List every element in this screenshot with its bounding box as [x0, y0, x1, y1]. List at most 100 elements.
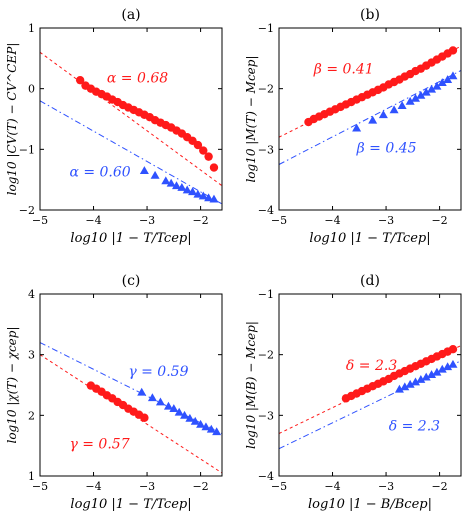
- y-axis-label: log10 |M(B) − Mcep|: [244, 321, 258, 449]
- y-tick-label: 4: [28, 288, 35, 301]
- data-point: [196, 419, 206, 428]
- panel-2: −5 −4 −3 −2−4−3−2−1(b)log10 |1 − T/Tcep|log…: [244, 7, 462, 246]
- exponent-annotation-blue: δ = 2.3: [389, 419, 440, 435]
- y-tick-label: 3: [28, 349, 35, 362]
- data-point: [75, 75, 85, 85]
- x-tick-label: −3: [139, 480, 155, 493]
- exponent-annotation-red: δ = 2.3: [346, 358, 397, 374]
- x-tick-label: −2: [431, 480, 447, 493]
- data-point: [389, 105, 399, 114]
- data-point: [137, 387, 147, 396]
- data-point: [397, 101, 407, 110]
- data-point: [199, 146, 208, 155]
- data-point: [169, 404, 179, 413]
- data-point: [448, 345, 458, 354]
- x-axis-label: log10 |1 − T/Tcep|: [70, 231, 191, 246]
- y-tick-label: −2: [19, 204, 35, 217]
- data-point: [437, 78, 447, 86]
- x-tick-label: −3: [139, 214, 155, 227]
- data-point: [416, 375, 426, 383]
- panel-label: (c): [122, 273, 141, 289]
- data-point: [206, 424, 216, 433]
- data-point: [150, 170, 160, 179]
- y-tick-label: 1: [28, 22, 35, 35]
- x-tick-label: −5: [271, 480, 287, 493]
- x-tick-label: −3: [378, 214, 394, 227]
- x-axis-label: log10 |1 − T/Tcep|: [70, 497, 191, 512]
- panel-1: −5 −4 −3 −2 −2 −1 0 1 (a) log10 |1 − T/Tcep| log10…: [5, 7, 223, 246]
- exponent-annotation-blue: β = 0.45: [356, 140, 417, 156]
- panel-label: (b): [360, 7, 380, 23]
- data-point: [427, 370, 437, 379]
- series-blue: [394, 359, 458, 393]
- panel-4: −5 −4 −3 −2−4−3−2−1(d)log10 |1 − B/Bcep|log…: [244, 273, 462, 512]
- data-point: [209, 194, 219, 203]
- y-tick-label: 0: [28, 83, 35, 96]
- x-tick-label: −2: [192, 214, 208, 227]
- series-red: [75, 75, 219, 172]
- exponent-annotation-red: γ = 0.57: [69, 437, 129, 453]
- y-axis-label: log10 |M(T) − Mcep|: [244, 55, 258, 182]
- y-tick-label: −1: [19, 143, 35, 156]
- y-tick-label: −3: [258, 409, 274, 422]
- y-axis-label: log10 |CV(T) − CV^CEP|: [5, 43, 19, 196]
- data-point: [209, 163, 219, 172]
- data-point: [161, 176, 171, 185]
- y-tick-label: −4: [258, 470, 274, 483]
- data-point: [155, 397, 165, 406]
- x-tick-label: −5: [32, 480, 48, 493]
- data-point: [405, 379, 415, 388]
- x-tick-label: −2: [431, 214, 447, 227]
- y-axis-label: log10 |χ(T) − χcep|: [5, 326, 19, 443]
- series-blue: [139, 166, 219, 203]
- data-point: [185, 413, 195, 422]
- exponent-annotation-red: β = 0.41: [313, 62, 374, 78]
- data-point: [172, 181, 181, 190]
- y-tick-label: 1: [28, 470, 35, 483]
- data-point: [400, 382, 410, 391]
- x-tick-label: −4: [85, 480, 101, 493]
- data-point: [448, 71, 458, 80]
- exponent-annotation-blue: γ = 0.59: [128, 364, 188, 380]
- y-tick-label: −4: [258, 204, 274, 217]
- fit-line-blue: [40, 100, 222, 205]
- data-point: [405, 96, 415, 105]
- data-point: [163, 401, 173, 410]
- data-point: [378, 110, 388, 119]
- data-point: [352, 123, 362, 132]
- y-tick-label: −3: [258, 143, 274, 156]
- data-point: [421, 87, 431, 96]
- series-red: [86, 381, 149, 422]
- x-tick-label: −2: [192, 480, 208, 493]
- data-point: [204, 193, 214, 202]
- data-point: [448, 46, 458, 55]
- data-point: [174, 407, 184, 416]
- series-red: [341, 345, 458, 403]
- data-point: [443, 362, 453, 371]
- data-point: [190, 416, 200, 425]
- panel-3: −5 −4 −3 −2 1 2 3 4 (c) log10 |1 − T/Tcep| log10 |…: [5, 273, 223, 512]
- data-point: [204, 152, 213, 161]
- data-point: [432, 81, 442, 90]
- data-point: [201, 422, 211, 431]
- data-point: [166, 178, 176, 187]
- data-point: [193, 140, 203, 150]
- data-point: [416, 90, 426, 99]
- panel-label: (a): [121, 7, 140, 23]
- series-blue: [137, 387, 222, 436]
- plot-frame: [39, 293, 223, 477]
- data-point: [212, 427, 222, 436]
- data-point: [140, 413, 149, 422]
- y-tick-label: −2: [258, 83, 274, 96]
- data-point: [427, 84, 437, 93]
- plot-frame: [39, 27, 223, 211]
- plot-frame: [278, 27, 462, 211]
- x-tick-label: −5: [32, 214, 48, 227]
- y-tick-label: −1: [258, 288, 274, 301]
- fit-line-red: [40, 51, 222, 187]
- data-point: [139, 166, 149, 174]
- data-point: [188, 187, 198, 196]
- data-point: [432, 367, 442, 376]
- x-tick-label: −4: [324, 214, 340, 227]
- data-point: [437, 364, 447, 373]
